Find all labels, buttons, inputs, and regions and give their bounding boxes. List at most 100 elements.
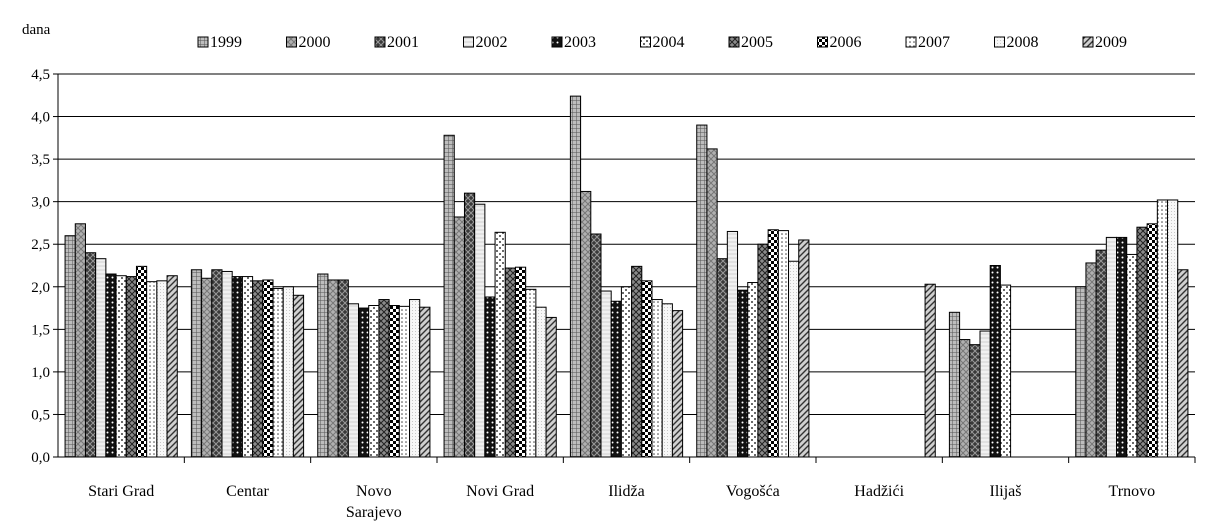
legend-swatch-1999 xyxy=(197,36,209,48)
bar-2005-trnovo xyxy=(1136,226,1148,458)
bar-2009-ilidža xyxy=(671,310,684,458)
legend-label-2009: 2009 xyxy=(1095,34,1127,51)
bar-2006-trnovo xyxy=(1146,223,1158,458)
y-tick-label: 1,5 xyxy=(31,322,50,338)
y-axis-label: dana xyxy=(22,22,51,38)
bar-2006-vogošća xyxy=(767,229,779,458)
bar-2003-centar xyxy=(231,276,243,458)
bar-2004-trnovo xyxy=(1126,253,1138,458)
y-tick-label: 2,5 xyxy=(31,237,50,253)
bar-2000-novo-sarajevo xyxy=(327,279,339,458)
bar-2006-centar xyxy=(262,279,274,458)
bar-2006-ilidža xyxy=(641,280,653,458)
y-axis-ticks: 0,0 0,5 1,0 1,5 2,0 2,5 3,0 3,5 4,0 4,5 xyxy=(31,67,58,466)
bar-2002-ilijaš xyxy=(979,330,991,458)
bar-2003-vogošća xyxy=(737,289,749,458)
y-tick-label: 2,0 xyxy=(31,280,50,296)
bar-2004-stari-grad xyxy=(115,275,127,458)
legend-swatch-2000 xyxy=(286,36,297,48)
legend-label-2003: 2003 xyxy=(564,34,596,51)
bar-2006-stari-grad xyxy=(135,265,148,458)
bar-2000-trnovo xyxy=(1085,262,1097,458)
bar-2001-stari-grad xyxy=(84,252,97,458)
bar-2009-centar xyxy=(292,294,305,458)
y-tick-label: 4,0 xyxy=(31,110,50,126)
bar-2007-ilidža xyxy=(651,299,663,458)
bar-2008-novo-sarajevo xyxy=(409,299,421,458)
bar-1999-trnovo xyxy=(1075,286,1087,458)
legend-label-2002: 2002 xyxy=(476,34,508,51)
bar-2001-trnovo xyxy=(1095,249,1107,458)
y-tick-label: 4,5 xyxy=(31,67,50,83)
bar-2009-novi-grad xyxy=(545,316,557,458)
bar-2000-ilijaš xyxy=(959,339,971,458)
legend-label-2008: 2008 xyxy=(1007,34,1039,51)
bar-2006-novo-sarajevo xyxy=(388,305,400,458)
bar-2004-centar xyxy=(241,276,254,458)
bar-1999-novi-grad xyxy=(443,134,455,458)
bar-2001-ilidža xyxy=(590,233,602,458)
bar-2009-vogošća xyxy=(798,239,810,458)
legend-label-2000: 2000 xyxy=(299,34,331,51)
bar-1999-stari-grad xyxy=(64,235,76,458)
bar-2000-novi-grad xyxy=(453,216,465,458)
x-axis-labels: Stari Grad Centar Novo Sarajevo Novi Grad Ili… xyxy=(88,483,1155,521)
legend-swatch-2007 xyxy=(905,36,917,48)
y-tick-label: 3,5 xyxy=(31,152,50,168)
legend-swatch-2002 xyxy=(463,36,474,48)
bar-2004-vogošća xyxy=(747,282,759,458)
legend-label-2005: 2005 xyxy=(741,34,773,51)
bar-2001-vogošća xyxy=(716,258,728,458)
x-tick-label: Sarajevo xyxy=(346,504,402,521)
legend-label-2001: 2001 xyxy=(387,34,419,51)
bar-2004-novo-sarajevo xyxy=(368,305,380,458)
legend-label-2007: 2007 xyxy=(918,34,950,51)
bar-2004-ilijaš xyxy=(999,284,1012,458)
bar-2002-stari-grad xyxy=(95,258,107,458)
bar-2007-centar xyxy=(272,287,284,458)
bar-2003-novo-sarajevo xyxy=(358,307,370,458)
bar-2008-stari-grad xyxy=(156,280,168,458)
bar-2000-ilidža xyxy=(580,190,592,458)
x-tick-label: Ilidža xyxy=(608,483,644,500)
bar-2005-novo-sarajevo xyxy=(378,299,390,458)
bar-2003-trnovo xyxy=(1116,236,1128,458)
bar-2002-trnovo xyxy=(1105,236,1118,458)
bar-2002-ilidža xyxy=(600,290,612,458)
bar-1999-centar xyxy=(190,269,203,458)
bar-2007-trnovo xyxy=(1156,199,1169,458)
bar-2008-ilidža xyxy=(661,303,673,458)
bar-2004-novi-grad xyxy=(494,231,506,458)
bar-2009-hadžići xyxy=(924,283,936,458)
x-tick-label: Hadžići xyxy=(854,483,904,500)
x-tick-label: Novo xyxy=(356,483,392,500)
bar-1999-ilijaš xyxy=(948,311,961,458)
y-tick-label: 0,0 xyxy=(31,450,50,466)
legend-swatch-2008 xyxy=(994,36,1005,48)
bar-2007-novo-sarajevo xyxy=(398,305,411,458)
legend-label-2004: 2004 xyxy=(653,34,685,51)
bar-2003-ilidža xyxy=(610,300,622,458)
y-tick-label: 0,5 xyxy=(31,407,50,423)
bar-2008-vogošća xyxy=(788,260,800,458)
bar-2002-vogošća xyxy=(726,230,739,458)
legend-label-2006: 2006 xyxy=(830,34,862,51)
bar-2001-centar xyxy=(211,269,223,458)
x-tick-label: Ilijaš xyxy=(990,483,1022,500)
legend-swatch-2003 xyxy=(551,36,563,48)
bar-2007-stari-grad xyxy=(146,281,158,458)
bar-2003-novi-grad xyxy=(484,296,496,458)
bar-2000-centar xyxy=(201,277,213,458)
bar-2005-novi-grad xyxy=(504,267,516,458)
axes xyxy=(57,74,1196,463)
legend-swatch-2006 xyxy=(817,36,828,48)
bar-1999-ilidža xyxy=(569,95,582,458)
bar-2005-centar xyxy=(252,280,264,458)
bar-2001-ilijaš xyxy=(969,344,981,458)
bar-2003-ilijaš xyxy=(989,265,1001,458)
bar-2008-centar xyxy=(282,286,294,458)
bar-2004-ilidža xyxy=(620,286,633,458)
legend: 1999 2000 2001 2002 2003 2004 2005 2006 2007 2008… xyxy=(197,34,1127,51)
bar-2006-novi-grad xyxy=(514,266,527,458)
